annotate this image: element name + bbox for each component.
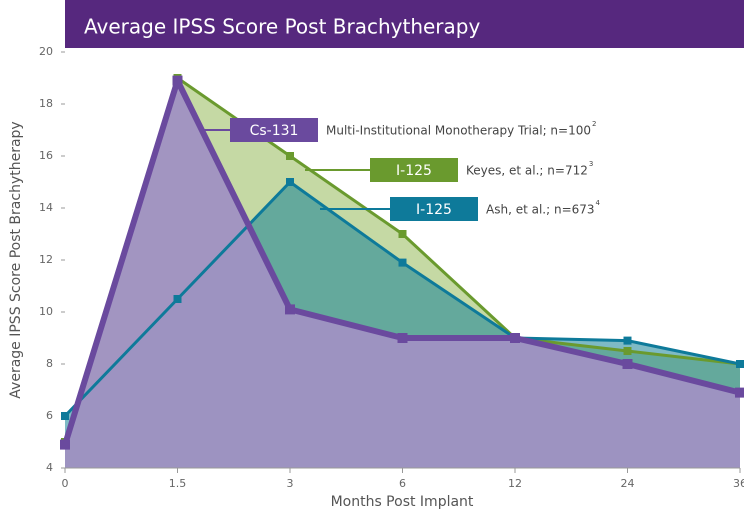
y-axis-title: Average IPSS Score Post Brachytherapy: [8, 121, 24, 398]
point: [398, 258, 407, 267]
point: [60, 439, 70, 450]
legend-name: I-125: [416, 202, 452, 218]
point: [173, 295, 182, 303]
point: [398, 230, 407, 238]
y-tick-label: 6: [46, 409, 53, 422]
legend-box: [390, 197, 478, 221]
point: [623, 336, 632, 345]
y-tick-label: 4: [46, 461, 53, 474]
title-bar: [65, 0, 744, 48]
x-tick-label: 1.5: [169, 477, 187, 490]
y-tick-label: 8: [46, 357, 53, 370]
x-tick-label: 0: [62, 477, 69, 490]
legend-ref: 2: [592, 120, 596, 128]
point: [622, 359, 633, 369]
y-tick-label: 10: [39, 305, 53, 318]
legend-ref: 4: [596, 199, 601, 207]
x-tick-label: 12: [508, 477, 522, 490]
x-tick-label: 3: [287, 477, 294, 490]
point: [623, 347, 632, 355]
y-tick-label: 16: [39, 149, 53, 162]
y-tick-label: 12: [39, 253, 53, 266]
legend-note: Multi-Institutional Monotherapy Trial; n…: [326, 124, 591, 138]
point: [397, 333, 408, 343]
point: [286, 152, 294, 160]
chart-title: Average IPSS Score Post Brachytherapy: [84, 15, 480, 39]
y-tick-label: 14: [39, 201, 53, 214]
point: [285, 304, 295, 315]
point: [172, 75, 183, 86]
y-tick-label: 20: [39, 45, 53, 58]
point: [510, 333, 520, 343]
point: [735, 387, 744, 398]
x-tick-label: 24: [621, 477, 635, 490]
x-tick-label: 6: [399, 477, 406, 490]
legend-note: Ash, et al.; n=673: [486, 203, 595, 217]
point: [736, 360, 744, 368]
x-axis-title: Months Post Implant: [331, 494, 474, 510]
point: [286, 178, 294, 186]
legend-box: [370, 158, 458, 182]
legend-box: [230, 118, 318, 142]
legend-ref: 3: [589, 160, 593, 168]
point: [61, 412, 69, 420]
y-tick-label: 18: [39, 97, 53, 110]
x-tick-label: 36: [733, 477, 744, 490]
series-area: [65, 80, 740, 468]
legend-note: Keyes, et al.; n=712: [466, 164, 588, 178]
legend-name: I-125: [396, 163, 432, 179]
legend-name: Cs-131: [250, 123, 299, 139]
